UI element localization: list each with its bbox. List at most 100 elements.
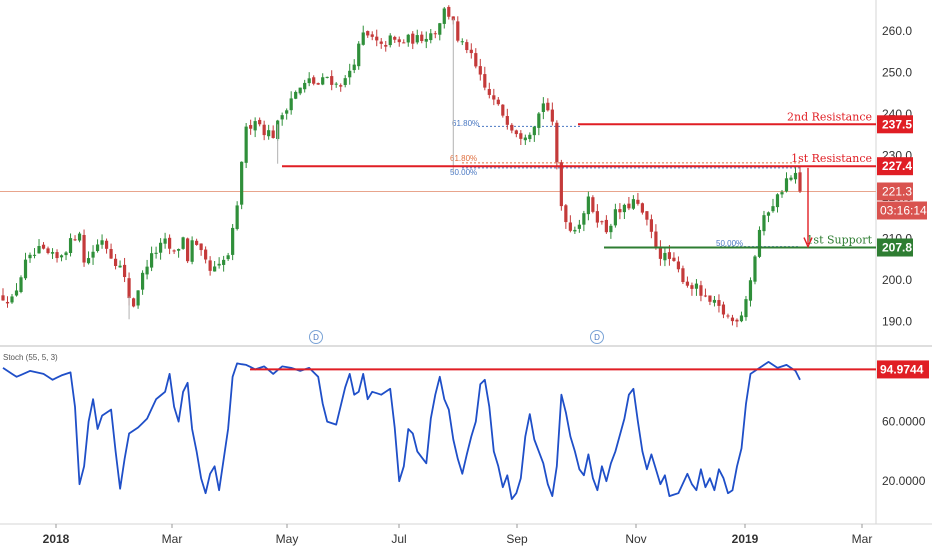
candle-body xyxy=(86,258,91,264)
price-pane-background xyxy=(0,0,932,346)
candle-body xyxy=(591,197,595,212)
candle-body xyxy=(154,252,158,254)
candle-body xyxy=(388,35,392,46)
candle-body xyxy=(501,104,505,116)
candle-body xyxy=(487,89,491,95)
candle-body xyxy=(577,224,581,229)
candle-body xyxy=(127,278,131,299)
stoch-indicator-label: Stoch (55, 5, 3) xyxy=(3,353,58,362)
candle-body xyxy=(131,298,136,307)
sr-level-name: 1st Resistance xyxy=(791,152,872,165)
time-tick-label: Mar xyxy=(162,532,183,546)
candle-body xyxy=(222,259,226,265)
candle-body xyxy=(375,36,379,41)
candle-body xyxy=(586,196,590,215)
candle-body xyxy=(465,42,469,51)
candle-body xyxy=(654,231,658,248)
stoch-level-tag-text: 94.9744 xyxy=(880,362,924,376)
candle-body xyxy=(766,212,771,216)
candle-body xyxy=(717,300,721,306)
candle-body xyxy=(460,41,464,43)
candle-body xyxy=(235,205,239,229)
candle-body xyxy=(712,299,717,303)
candle-body xyxy=(285,110,289,114)
candle-body xyxy=(231,227,235,255)
candle-body xyxy=(402,42,406,44)
candle-body xyxy=(19,277,23,293)
time-tick-label: Nov xyxy=(625,532,646,546)
support-1-tag xyxy=(877,238,913,257)
candle-body xyxy=(631,199,635,209)
candle-body xyxy=(149,253,154,268)
resistance-1-tag xyxy=(877,157,913,176)
stoch-tick-label: 60.0000 xyxy=(882,415,926,429)
candle-body xyxy=(204,249,208,260)
candle-body xyxy=(379,41,383,44)
candle-body xyxy=(50,252,55,254)
candle-body xyxy=(748,280,753,301)
candle-body xyxy=(361,32,365,45)
candle-body xyxy=(339,85,343,87)
candle-body xyxy=(10,296,14,303)
candle-body xyxy=(294,91,298,99)
candle-body xyxy=(640,203,645,213)
candle-body xyxy=(95,244,100,252)
candle-body xyxy=(514,130,518,135)
fib-level-label: 61.80% xyxy=(450,154,477,163)
candle-body xyxy=(528,134,532,140)
candle-body xyxy=(325,76,329,78)
candle-body xyxy=(735,319,739,322)
price-tick-label: 260.0 xyxy=(882,24,912,38)
candle-body xyxy=(82,234,86,263)
candle-body xyxy=(708,295,712,302)
candle-body xyxy=(546,102,550,111)
dividend-marker[interactable] xyxy=(590,330,604,344)
candle-body xyxy=(721,304,726,315)
candle-body xyxy=(649,219,654,232)
candle-body xyxy=(109,248,113,259)
candle-body xyxy=(555,122,559,163)
candle-body xyxy=(5,301,10,304)
candle-body xyxy=(564,205,568,223)
candle-body xyxy=(334,83,338,85)
time-tick-label: Sep xyxy=(506,532,528,546)
candle-body xyxy=(59,255,64,258)
candle-body xyxy=(41,244,46,249)
candle-body xyxy=(91,251,95,258)
candle-body xyxy=(496,99,500,105)
candle-body xyxy=(730,317,735,322)
candle-body xyxy=(244,126,248,163)
candle-body xyxy=(104,240,109,249)
candle-body xyxy=(793,172,798,180)
candle-body xyxy=(447,6,451,17)
candle-body xyxy=(744,299,748,318)
candle-body xyxy=(429,33,433,41)
candle-body xyxy=(694,283,699,289)
candle-body xyxy=(798,172,802,192)
candle-body xyxy=(240,161,244,205)
candle-body xyxy=(406,34,410,43)
time-tick-label: May xyxy=(276,532,299,546)
candle-body xyxy=(505,116,509,125)
fib-level-label: 61.80% xyxy=(452,119,479,128)
stoch-line xyxy=(2,360,801,501)
candle-body xyxy=(199,243,203,251)
resistance-1-tag-text: 227.4 xyxy=(882,159,912,173)
candle-body xyxy=(492,95,496,100)
candle-body xyxy=(753,256,757,282)
candle-body xyxy=(681,268,685,283)
candle-body xyxy=(726,315,730,317)
candle-body xyxy=(177,249,181,251)
time-tick-label: Jul xyxy=(391,532,406,546)
fib-level-label: 50.00% xyxy=(450,168,477,177)
time-tick-label: Mar xyxy=(852,532,873,546)
candle-body xyxy=(68,238,73,254)
candle-body xyxy=(208,260,212,271)
candle-body xyxy=(190,240,194,262)
candle-body xyxy=(789,177,793,180)
dividend-marker[interactable] xyxy=(309,330,323,344)
candle-body xyxy=(523,137,527,141)
dividend-marker-letter: D xyxy=(313,333,319,342)
candle-body xyxy=(757,229,762,257)
